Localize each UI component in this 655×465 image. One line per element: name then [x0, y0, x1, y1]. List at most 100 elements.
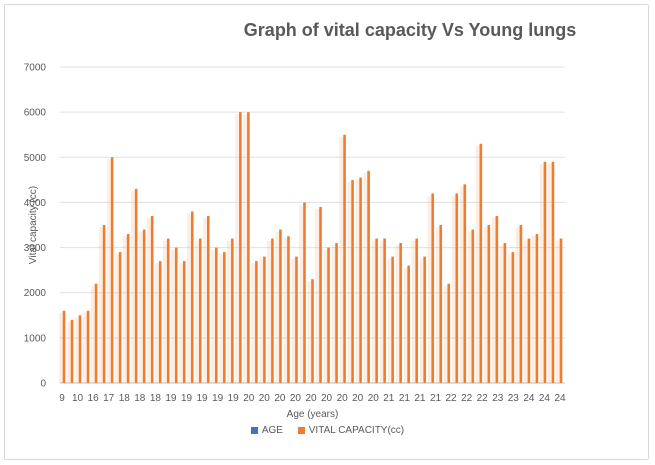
bar-vital-capacity [231, 238, 234, 383]
x-tick-label: 20 [321, 393, 333, 404]
bar-vital-capacity [223, 252, 226, 383]
bar-shadow [499, 245, 504, 383]
bar-shadow [211, 249, 216, 383]
bar-vital-capacity [255, 261, 258, 383]
bar-vital-capacity [383, 238, 386, 383]
bar-shadow [491, 217, 496, 383]
bar-vital-capacity [86, 310, 90, 383]
x-tick-label: 10 [72, 393, 84, 404]
bar-vital-capacity [279, 229, 282, 383]
x-tick-label: 19 [181, 393, 193, 404]
bar-shadow [483, 227, 488, 383]
bar-vital-capacity [535, 234, 539, 383]
bar-vital-capacity [359, 177, 362, 383]
y-tick-label: 4000 [24, 198, 47, 209]
bar-vital-capacity [142, 229, 146, 383]
x-tick-label: 24 [539, 393, 551, 404]
bar-vital-capacity [206, 215, 210, 383]
bar-vital-capacity [287, 236, 290, 383]
bar-vital-capacity [391, 256, 394, 383]
bar-shadow [195, 240, 200, 383]
bar-vital-capacity [519, 225, 523, 383]
bar-vital-capacity [447, 283, 451, 383]
legend-label-age: AGE [261, 425, 283, 436]
x-tick-label: 20 [259, 393, 271, 404]
bar-vital-capacity [134, 188, 138, 383]
bar-shadow [267, 240, 272, 383]
bar-shadow [547, 163, 552, 383]
x-tick-label: 24 [554, 393, 566, 404]
bar-shadow [163, 240, 168, 383]
bar-vital-capacity [118, 252, 122, 383]
bar-vital-capacity [351, 179, 354, 383]
bar-vital-capacity [559, 238, 563, 383]
bar-vital-capacity [94, 283, 98, 383]
x-tick-label: 18 [150, 393, 162, 404]
bar-vital-capacity [335, 243, 338, 383]
bar-vital-capacity [78, 315, 82, 383]
x-tick-label: 23 [508, 393, 520, 404]
bar-shadow [403, 267, 408, 383]
bar-vital-capacity [247, 112, 250, 384]
bar-shadow [363, 172, 368, 383]
bar-vital-capacity [327, 247, 330, 383]
bar-shadow [259, 258, 264, 383]
bar-vital-capacity [495, 215, 499, 383]
bar-shadow [154, 263, 160, 383]
x-tick-label: 20 [337, 393, 349, 404]
bar-vital-capacity [150, 215, 154, 383]
bar-vital-capacity [543, 161, 547, 383]
x-tick-label: 24 [523, 393, 535, 404]
bar-vital-capacity [463, 184, 467, 383]
bar-shadow [235, 114, 240, 384]
bar-shadow [539, 163, 544, 383]
bar-shadow [555, 240, 560, 383]
bar-shadow [74, 317, 80, 383]
legend-item-age: AGE [250, 425, 283, 436]
legend-item-vital-capacity: VITAL CAPACITY(cc) [297, 425, 405, 436]
bar-vital-capacity [399, 243, 402, 383]
bar-shadow [90, 285, 96, 383]
x-tick-label: 20 [352, 393, 364, 404]
bar-shadow [171, 249, 176, 383]
bar-shadow [395, 245, 400, 383]
bar-shadow [283, 238, 288, 383]
x-tick-label: 17 [103, 393, 115, 404]
bar-vital-capacity [174, 247, 178, 383]
y-tick-label: 6000 [24, 108, 47, 119]
bar-shadow [523, 240, 528, 383]
bar-vital-capacity [271, 238, 274, 383]
bar-vital-capacity [343, 134, 346, 383]
legend-label-vital-capacity: VITAL CAPACITY(cc) [308, 425, 405, 436]
bar-vital-capacity [407, 265, 410, 383]
bar-shadow [475, 145, 480, 383]
bar-vital-capacity [158, 261, 162, 383]
bar-shadow [451, 195, 456, 383]
x-tick-label: 22 [446, 393, 458, 404]
bar-shadow [419, 258, 424, 383]
bar-vital-capacity [511, 252, 515, 383]
bar-shadow [347, 181, 352, 383]
bar-shadow [82, 312, 88, 383]
x-tick-label: 22 [461, 393, 473, 404]
y-tick-label: 7000 [24, 63, 47, 74]
bar-vital-capacity [455, 193, 459, 383]
bar-vital-capacity [303, 202, 306, 383]
x-tick-label: 20 [274, 393, 286, 404]
bar-vital-capacity [239, 112, 242, 384]
bar-vital-capacity [311, 279, 314, 383]
y-tick-label: 2000 [24, 288, 47, 299]
x-axis-label: Age (years) [287, 409, 339, 420]
bar-shadow [58, 312, 64, 383]
bar-shadow [122, 236, 128, 383]
bar-shadow [443, 285, 448, 383]
x-tick-label: 23 [492, 393, 504, 404]
bar-vital-capacity [215, 247, 218, 383]
bar-vital-capacity [375, 238, 378, 383]
legend-swatch-age [250, 427, 258, 434]
legend-swatch-vital-capacity [297, 427, 305, 434]
bar-shadow [435, 227, 440, 383]
chart-legend: AGE VITAL CAPACITY(cc) [0, 425, 655, 437]
x-tick-label: 21 [430, 393, 442, 404]
